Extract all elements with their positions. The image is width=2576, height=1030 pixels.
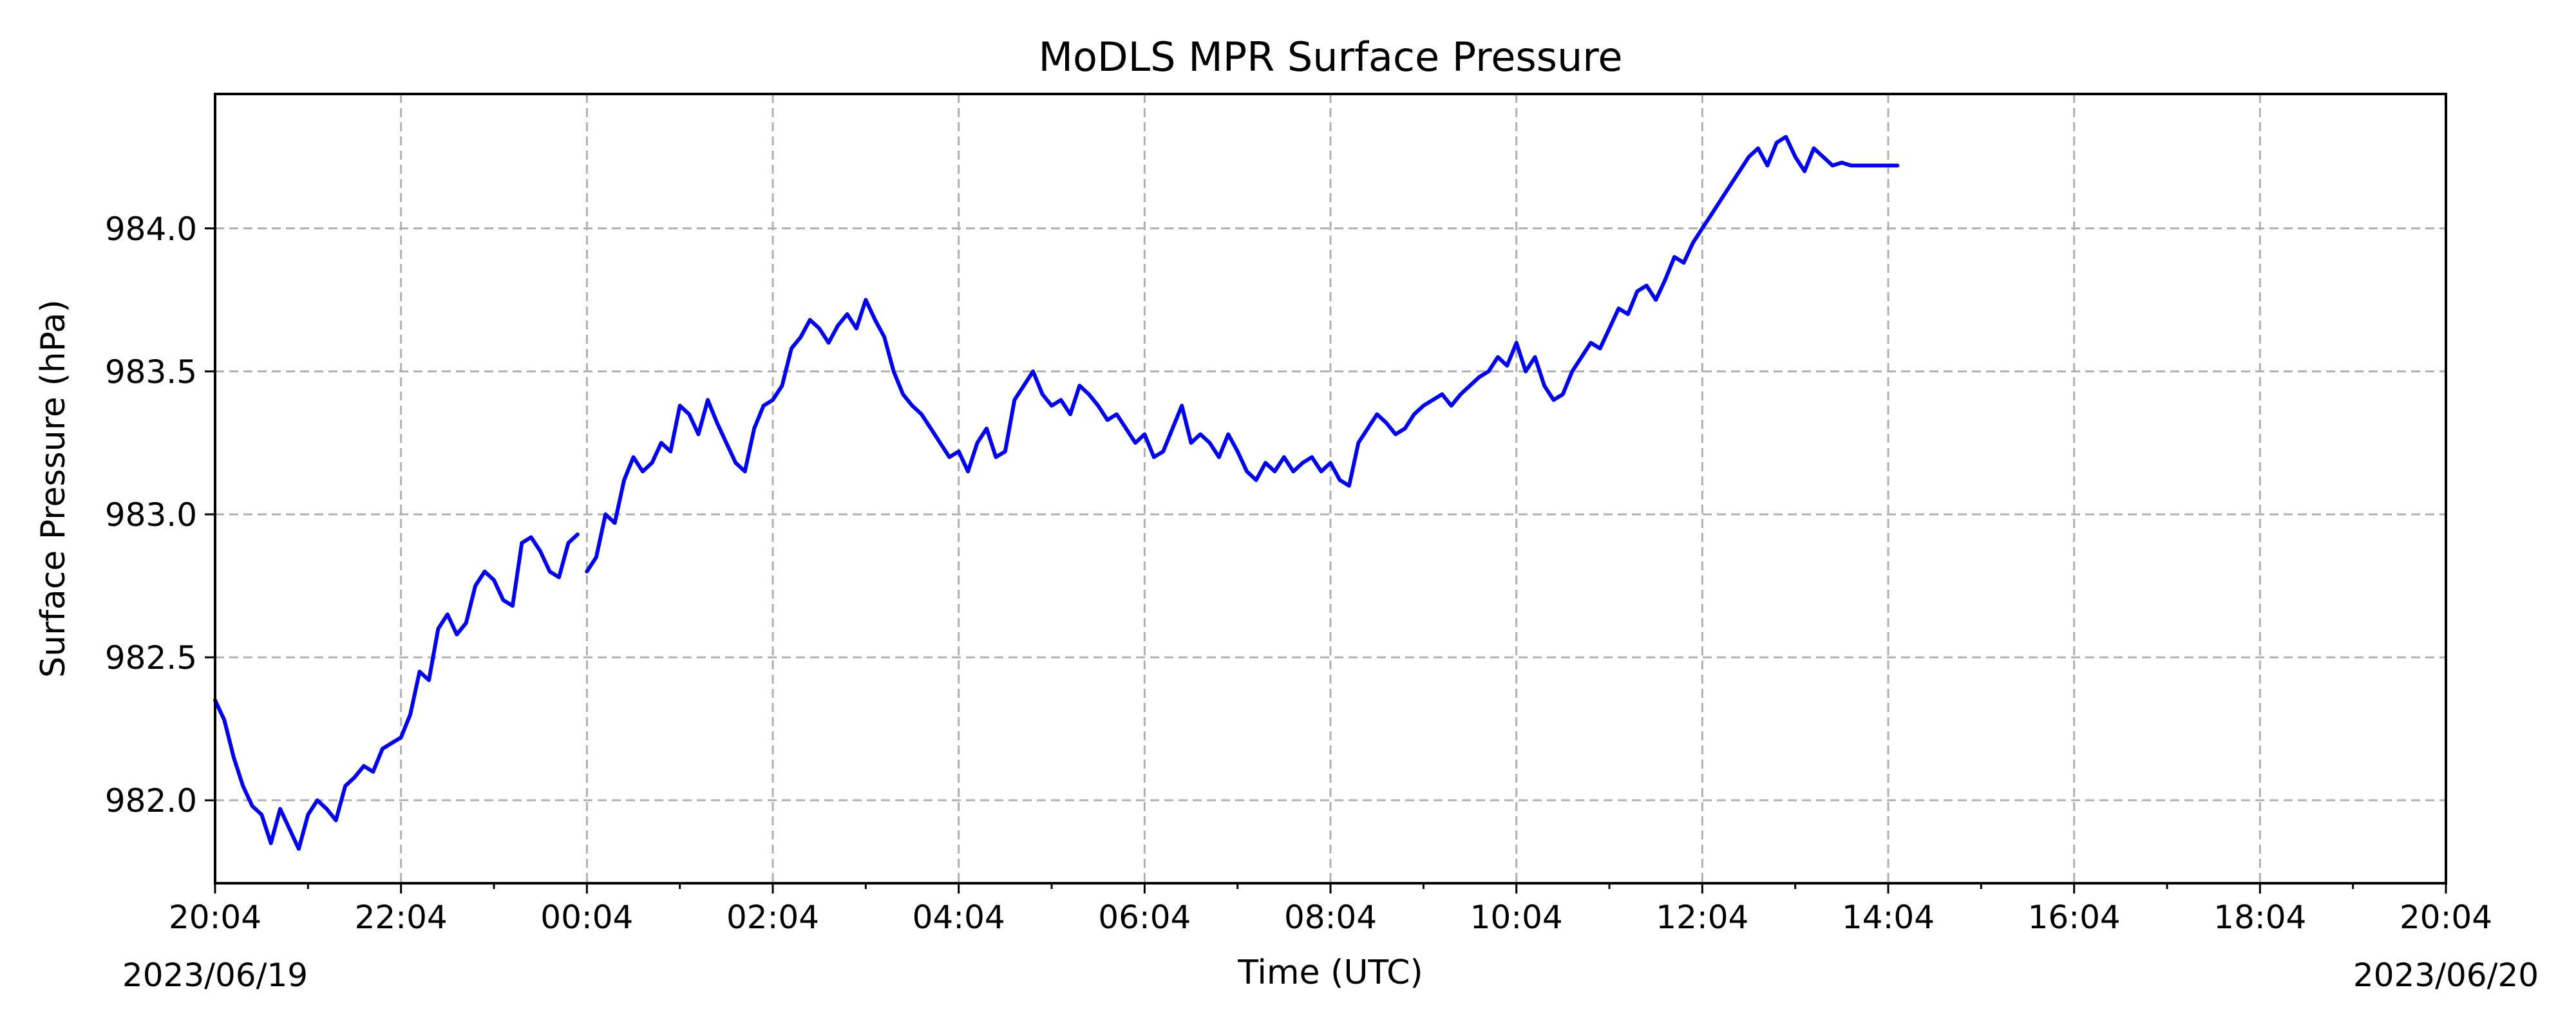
x-tick-label: 00:04 [540, 899, 633, 936]
y-axis-label: Surface Pressure (hPa) [34, 299, 73, 678]
x-tick-label: 12:04 [1656, 899, 1748, 936]
x-tick-label: 14:04 [1842, 899, 1935, 936]
y-tick-label: 982.0 [105, 782, 197, 819]
y-tick-label: 983.0 [105, 496, 197, 534]
x-tick-label: 22:04 [355, 899, 448, 936]
x-start-date-label: 2023/06/19 [122, 957, 308, 994]
y-tick-label: 983.5 [105, 353, 197, 391]
x-tick-label: 04:04 [913, 899, 1005, 936]
x-tick-label: 20:04 [169, 899, 261, 936]
y-tick-label: 982.5 [105, 639, 197, 677]
x-tick-label: 06:04 [1098, 899, 1191, 936]
y-tick-label: 984.0 [105, 211, 197, 248]
grid-layer [215, 94, 2446, 883]
x-tick-label: 18:04 [2213, 899, 2306, 936]
series-layer [213, 135, 1900, 851]
x-axis-label: Time (UTC) [1237, 953, 1423, 992]
chart-title: MoDLS MPR Surface Pressure [1038, 33, 1622, 80]
x-tick-label: 08:04 [1284, 899, 1377, 936]
x-axis: 20:04 22:04 00:04 02:04 04:04 06:04 08:04 10:04… [169, 883, 2492, 936]
x-tick-label: 10:04 [1470, 899, 1563, 936]
x-tick-label: 02:04 [726, 899, 819, 936]
x-tick-label: 20:04 [2400, 899, 2492, 936]
x-end-date-label: 2023/06/20 [2353, 957, 2539, 994]
pressure-line-segment [213, 532, 580, 851]
pressure-line-segment [585, 135, 1900, 574]
x-tick-label: 16:04 [2028, 899, 2121, 936]
y-axis: 982.0 982.5 983.0 983.5 984.0 [105, 211, 215, 819]
